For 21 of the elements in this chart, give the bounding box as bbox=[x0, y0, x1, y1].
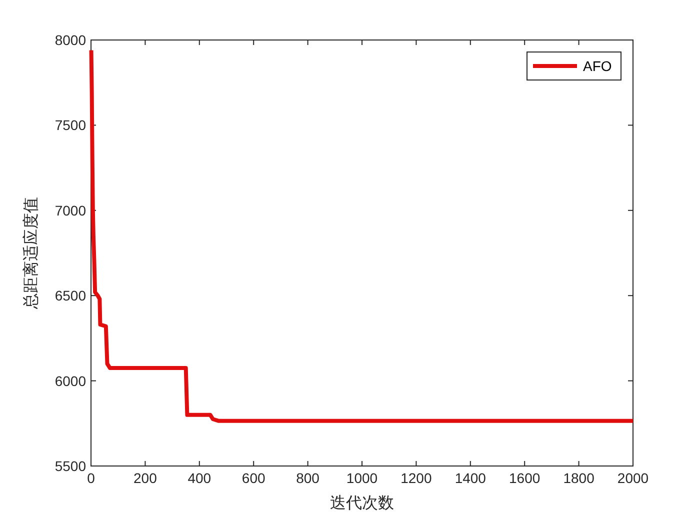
y-tick-label: 8000 bbox=[54, 32, 86, 48]
x-tick-label: 200 bbox=[134, 470, 158, 486]
y-tick-label: 7000 bbox=[54, 202, 86, 218]
x-tick-label: 600 bbox=[242, 470, 266, 486]
legend-label: AFO bbox=[583, 58, 612, 74]
x-tick-label: 2000 bbox=[617, 470, 649, 486]
x-tick-label: 800 bbox=[296, 470, 320, 486]
y-tick-label: 5500 bbox=[54, 458, 86, 474]
x-tick-label: 1600 bbox=[509, 470, 540, 486]
x-tick-label: 1400 bbox=[454, 470, 486, 486]
y-tick-label: 6000 bbox=[54, 372, 86, 389]
x-tick-label: 0 bbox=[87, 470, 96, 486]
x-tick-label: 400 bbox=[188, 470, 212, 486]
x-tick-label: 1200 bbox=[400, 470, 432, 486]
x-tick-label: 1000 bbox=[346, 470, 378, 486]
y-tick-label: 6500 bbox=[54, 288, 86, 304]
y-axis-title: 总距离适应度值 bbox=[21, 197, 40, 310]
x-axis-title: 迭代次数 bbox=[330, 493, 394, 512]
x-tick-label: 1800 bbox=[563, 470, 595, 486]
legend: AFO bbox=[526, 52, 622, 80]
y-tick-label: 7500 bbox=[54, 117, 86, 134]
